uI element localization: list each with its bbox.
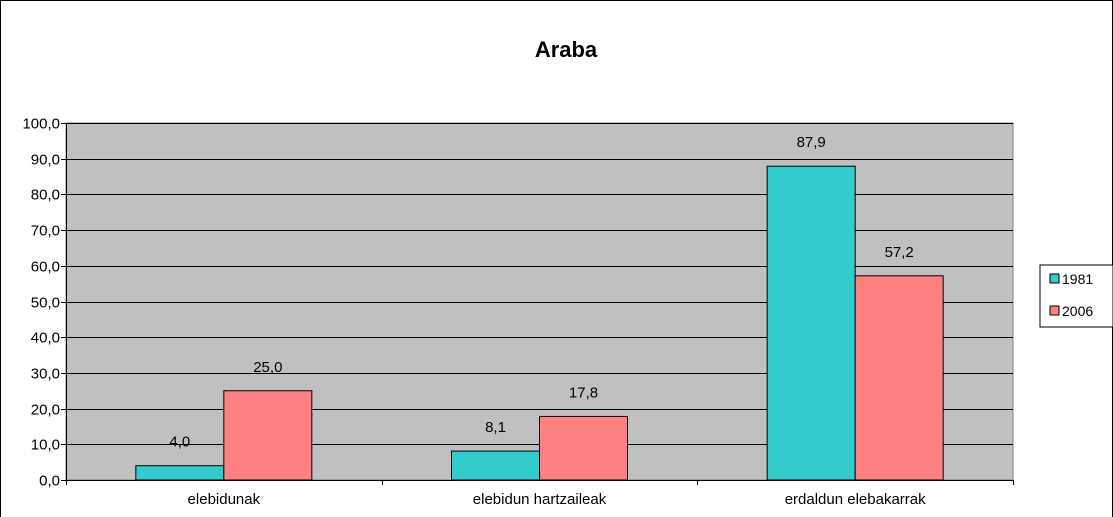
legend-swatch-2006 [1049, 305, 1060, 316]
y-tick-label: 80,0 [31, 187, 60, 204]
y-tick-label: 20,0 [31, 402, 60, 419]
legend: 1981 2006 [1039, 264, 1113, 328]
y-tick-label: 50,0 [31, 295, 60, 312]
y-tick-label: 60,0 [31, 259, 60, 276]
legend-swatch-1981 [1049, 273, 1060, 284]
y-tick-label: 100,0 [22, 116, 60, 133]
legend-label-2006: 2006 [1062, 303, 1093, 319]
bar-1981-0 [135, 465, 225, 481]
y-tick-label: 10,0 [31, 437, 60, 454]
bar-2006-1 [539, 415, 628, 481]
data-labels: 4,0 25,0 8,1 17,8 87,9 57,2 [169, 134, 913, 451]
bar-2006-2 [854, 275, 944, 481]
bars [135, 165, 944, 481]
x-tick-label: elebidunak [188, 491, 261, 508]
x-tick-label: erdaldun elebakarrak [785, 491, 926, 508]
bar-1981-2 [766, 165, 856, 481]
y-tick-label: 40,0 [31, 330, 60, 347]
chart-title: Araba [535, 37, 598, 62]
data-label: 8,1 [485, 419, 506, 436]
bar-1981-1 [451, 450, 540, 481]
y-tick-label: 30,0 [31, 366, 60, 383]
data-label: 25,0 [253, 359, 282, 376]
data-label: 4,0 [169, 434, 190, 451]
data-label: 57,2 [885, 244, 914, 261]
y-tick-label: 70,0 [31, 223, 60, 240]
legend-label-1981: 1981 [1062, 271, 1093, 287]
y-axis: 0,0 10,0 20,0 30,0 40,0 50,0 60,0 70,0 80,0 90,0 1… [22, 116, 67, 490]
data-label: 87,9 [797, 134, 826, 151]
bar-2006-0 [223, 390, 313, 481]
y-tick-label: 90,0 [31, 152, 60, 169]
x-tick-label: elebidun hartzaileak [473, 491, 607, 508]
data-label: 17,8 [569, 384, 598, 401]
y-tick-label: 0,0 [39, 473, 60, 490]
